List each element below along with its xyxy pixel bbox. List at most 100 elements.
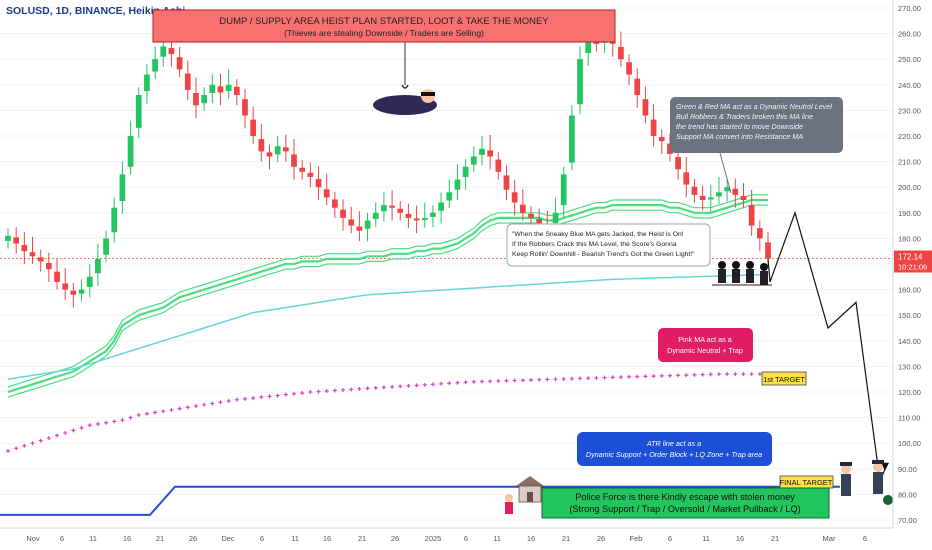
grey-note-text-line: Support MA convert into Resistance MA (676, 132, 803, 141)
y-tick-label: 200.00 (898, 183, 921, 192)
ma-pink-mark (479, 379, 484, 384)
x-tick-label: 16 (123, 534, 131, 543)
ma-pink-mark (169, 407, 174, 412)
ma-pink-mark (504, 378, 509, 383)
candle-body (364, 220, 371, 229)
ma-pink-mark (545, 377, 550, 382)
pink-note-text-line: Dynamic Neutral + Trap (667, 346, 743, 355)
x-tick-label: Feb (630, 534, 643, 543)
y-tick-label: 230.00 (898, 106, 921, 115)
candle-body (5, 235, 11, 241)
police-note-text-line: Police Force is there Kindly escape with… (575, 492, 795, 502)
ma-pink-mark (398, 384, 403, 389)
candle-body (95, 258, 101, 274)
y-tick-label: 260.00 (898, 30, 921, 39)
candle-body (299, 167, 306, 172)
x-tick-label: 6 (668, 534, 672, 543)
ma-pink-mark (210, 401, 215, 406)
current-price-label: 172.14 10:21:06 (894, 250, 932, 273)
atr-note: ATR line act as a Dynamic Support + Order… (577, 432, 772, 466)
candle-body (487, 150, 494, 157)
ma-pink-mark (529, 377, 534, 382)
candle-body (405, 213, 412, 218)
y-tick-label: 140.00 (898, 337, 921, 346)
pink-note-text: Pink MA act as a Dynamic Neutral + Trap (667, 335, 743, 355)
candle-body (389, 205, 395, 208)
ma-pink-mark (406, 383, 411, 388)
y-tick-label: 270.00 (898, 4, 921, 13)
candle-body (479, 148, 485, 155)
ma-pink-mark (283, 392, 288, 397)
supply-area-banner: DUMP / SUPPLY AREA HEIST PLAN STARTED, L… (152, 9, 616, 43)
ma-green-mid (7, 198, 768, 394)
ma-pink-mark (218, 400, 223, 405)
y-tick-label: 110.00 (898, 414, 920, 423)
candle-body (168, 47, 175, 55)
candle-body (765, 242, 771, 259)
grey-note-text: Green & Red MA act as a Dynamic Neutrol … (676, 102, 832, 141)
ma-pink-mark (292, 391, 297, 396)
y-tick-label: 220.00 (898, 132, 921, 141)
candle-body (470, 156, 477, 165)
ma-pink-mark (95, 422, 100, 426)
ma-pink-mark (87, 423, 92, 428)
x-tick-label: 6 (60, 534, 64, 543)
ma-pink-mark (267, 394, 272, 399)
candle-body (209, 84, 216, 93)
time-axis[interactable]: Nov 6 11 16 21 26 Dec 6 11 16 21 26 2025 6 11 16 21 26 Feb… (0, 527, 893, 543)
countdown-value: 10:21:06 (898, 263, 927, 272)
atr-note-text: ATR line act as a Dynamic Support + Order… (586, 439, 762, 459)
ma-pink-mark (537, 377, 542, 382)
house-icon (516, 476, 544, 503)
candle-body (348, 219, 355, 226)
price-axis[interactable]: 70.00 80.00 90.00 100.00 110.00 120.00 130.00 1… (892, 0, 921, 528)
ma-pink-mark (153, 410, 158, 415)
candle-body (78, 289, 85, 294)
first-target-label: 1st TARGET (761, 371, 807, 386)
candle-body (511, 192, 518, 203)
ma-pink-mark (618, 375, 623, 380)
ma-pink-mark (488, 379, 493, 384)
ma-pink-mark (708, 372, 713, 377)
ma-pink-mark (692, 372, 697, 377)
ma-pink-mark (422, 382, 427, 387)
candle-body (683, 172, 690, 185)
grey-ma-note: Green & Red MA act as a Dynamic Neutrol … (670, 97, 843, 194)
candle-body (217, 86, 224, 93)
ma-pink-mark (55, 433, 60, 438)
candle-body (70, 290, 77, 295)
y-tick-label: 250.00 (898, 55, 921, 64)
ma-pink-mark (390, 384, 395, 389)
ma-pink-mark (659, 373, 664, 378)
candle-body (86, 276, 93, 288)
x-tick-label: Dec (221, 534, 235, 543)
y-tick-label: 150.00 (898, 311, 921, 320)
candle-body (111, 207, 118, 233)
ma-pink-mark (79, 425, 84, 430)
candle-body (528, 213, 534, 218)
atr-note-text-line: Dynamic Support + Order Block + LQ Zone … (586, 450, 762, 459)
x-tick-label: 6 (464, 534, 468, 543)
ma-pink-mark (569, 376, 574, 381)
ma-pink-mark (324, 388, 329, 393)
police-note-text-line: (Strong Support / Trap / Oversold / Mark… (569, 504, 800, 514)
y-tick-label: 190.00 (898, 209, 921, 218)
ma-pink-mark (627, 374, 632, 379)
thief-hanging-icon (373, 42, 437, 115)
ma-pink-mark (144, 411, 149, 416)
y-tick-label: 240.00 (898, 81, 921, 90)
ma-pink-mark (676, 373, 681, 378)
ma-pink-mark (202, 402, 207, 407)
candle-body (560, 174, 567, 206)
candle-body (626, 62, 632, 75)
candle-body (37, 257, 44, 262)
candle-body (233, 86, 240, 96)
candle-body (307, 172, 314, 177)
ma-pink-mark (496, 378, 501, 383)
police-icon (840, 460, 893, 505)
ma-pink-mark (71, 428, 76, 433)
ma-pink-mark (684, 373, 689, 378)
candle-body (421, 217, 428, 220)
